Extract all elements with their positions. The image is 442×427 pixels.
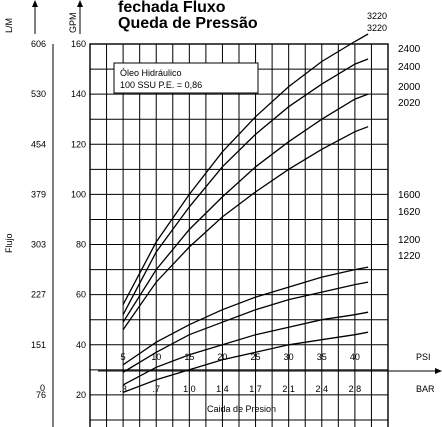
x-scale-arrowhead (435, 368, 442, 374)
series-label-1620: 1620 (398, 207, 421, 218)
curve-1220 (122, 331, 369, 394)
psi-tick-labels: 5 10 15 20 25 30 35 40 (121, 352, 360, 362)
bar-tick-2.4: 2.4 (316, 384, 329, 394)
bar-tick-.3: .3 (119, 384, 127, 394)
series-label-1600: 1600 (398, 190, 421, 201)
gpm-unit-arrowhead (77, 0, 83, 7)
psi-unit-label: PSI (416, 352, 431, 362)
bar-tick-.7: .7 (152, 384, 160, 394)
gpm-tick-20: 20 (76, 390, 86, 400)
lm-unit-arrowhead (32, 0, 38, 7)
lm-tick-454: 454 (31, 139, 46, 149)
annotation-top-2: 3220 (367, 23, 387, 33)
lm-tick-379: 379 (31, 189, 46, 199)
curve-2000 (122, 93, 369, 323)
lm-tick-151: 151 (31, 340, 46, 350)
bar-unit-label: BAR (416, 384, 435, 394)
curve-group (122, 33, 369, 394)
chart-title-line2: Queda de Pressão (118, 15, 258, 32)
psi-tick-10: 10 (151, 352, 161, 362)
lm-tick-zero: 0 (40, 383, 45, 393)
bar-tick-labels: .3 .7 1.0 1.4 1.7 2.1 2.4 2.8 (119, 384, 361, 394)
series-label-2400: 2400 (398, 62, 421, 73)
gpm-tick-60: 60 (76, 290, 86, 300)
gpm-tick-120: 120 (71, 139, 86, 149)
psi-tick-40: 40 (350, 352, 360, 362)
psi-tick-15: 15 (184, 352, 194, 362)
psi-tick-35: 35 (317, 352, 327, 362)
bar-tick-2.1: 2.1 (282, 384, 295, 394)
lm-tick-227: 227 (31, 290, 46, 300)
series-label-2020: 2020 (398, 98, 421, 109)
psi-tick-5: 5 (121, 352, 126, 362)
gpm-tick-labels: 20 40 60 80 100 120 140 160 (71, 39, 86, 400)
note-line-1: Óleo Hidráulico (120, 68, 182, 78)
lm-tick-303: 303 (31, 240, 46, 250)
psi-tick-30: 30 (284, 352, 294, 362)
curve-1600 (122, 266, 369, 366)
annotation-top-1: 3220 (367, 11, 387, 21)
series-end-labels: 2400 2400 2000 2020 1600 1620 1200 1220 (398, 44, 421, 262)
x-axis-title: Caida de Presion (207, 404, 276, 414)
psi-tick-20: 20 (217, 352, 227, 362)
chart-title-line1: fechada Fluxo (118, 0, 226, 16)
gpm-tick-80: 80 (76, 240, 86, 250)
chart-grid (90, 44, 388, 427)
gpm-tick-40: 40 (76, 340, 86, 350)
curve-2020 (122, 126, 369, 331)
lm-tick-606: 606 (31, 39, 46, 49)
bar-tick-1.7: 1.7 (249, 384, 262, 394)
gpm-tick-160: 160 (71, 39, 86, 49)
series-label-1220: 1220 (398, 251, 421, 262)
curve-2400 (122, 58, 369, 316)
series-label-2400: 2400 (398, 44, 421, 55)
lm-tick-labels: 76 151 227 303 379 454 530 606 (31, 39, 46, 400)
curve-1620 (122, 281, 369, 373)
psi-tick-25: 25 (251, 352, 261, 362)
lm-tick-76: 76 (36, 390, 46, 400)
ylabel-lm: L/M (4, 18, 14, 33)
lm-tick-530: 530 (31, 89, 46, 99)
series-label-1200: 1200 (398, 235, 421, 246)
note-box (113, 62, 259, 94)
bar-tick-1.0: 1.0 (183, 384, 196, 394)
curve-2400 (122, 33, 369, 305)
bar-tick-1.4: 1.4 (216, 384, 229, 394)
gpm-tick-100: 100 (71, 189, 86, 199)
gpm-tick-140: 140 (71, 89, 86, 99)
bar-tick-2.8: 2.8 (349, 384, 362, 394)
ylabel-flujo: Flujo (4, 233, 14, 253)
series-label-2000: 2000 (398, 82, 421, 93)
curve-1200 (122, 311, 369, 386)
plot-frame (89, 43, 389, 427)
ylabel-gpm: GPM (68, 12, 78, 33)
note-line-2: 100 SSU P.E. = 0,86 (120, 80, 202, 90)
